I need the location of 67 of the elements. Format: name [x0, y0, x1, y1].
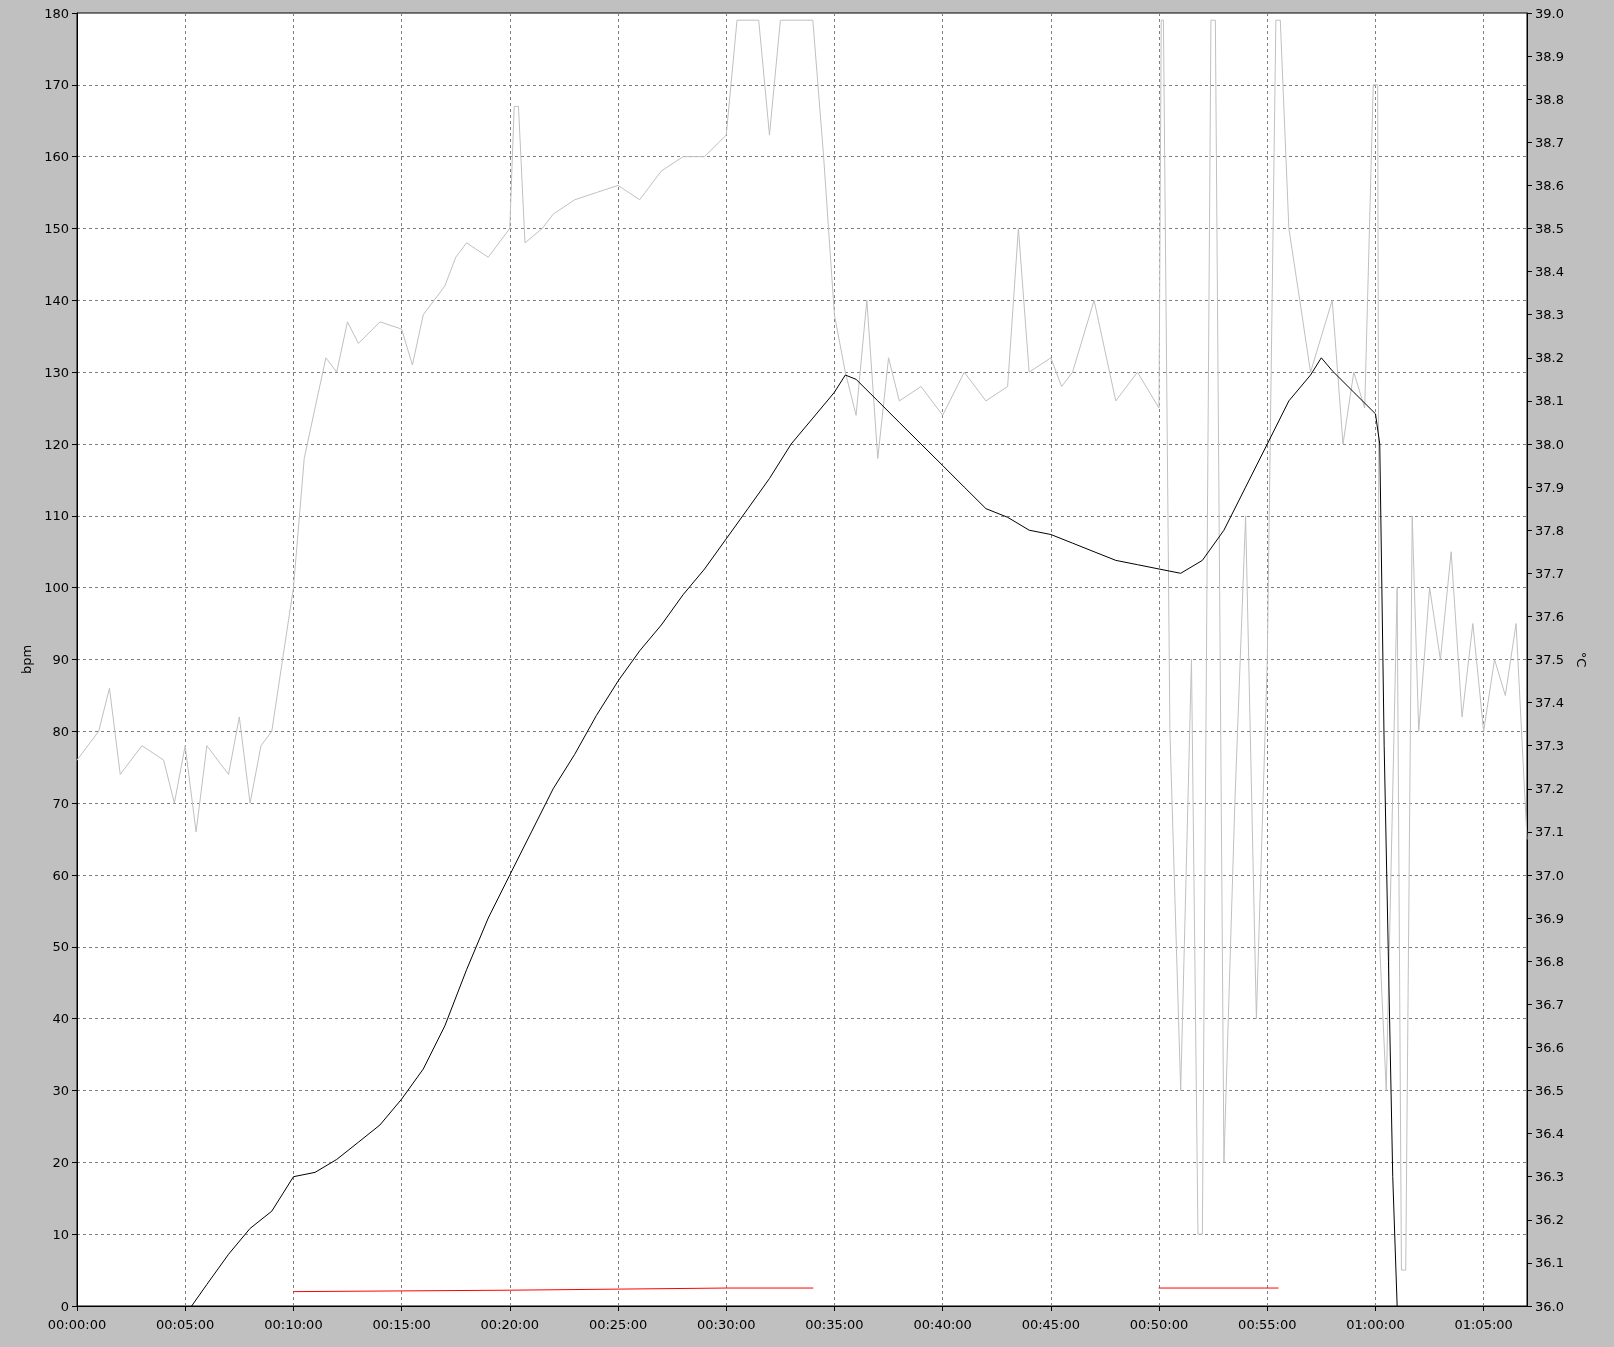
- y-tick-label: 140: [44, 292, 69, 308]
- y2-tick-label: 38.3: [1535, 307, 1564, 323]
- y2-tick-label: 37.8: [1535, 522, 1564, 538]
- y2-tick-label: 37.3: [1535, 738, 1564, 754]
- x-tick-label: 00:35:00: [805, 1317, 864, 1332]
- y-tick-label: 30: [52, 1083, 69, 1098]
- y2-tick-label: 38.6: [1535, 177, 1564, 193]
- line-series: [76, 19, 1528, 1271]
- y-tick-label: 170: [44, 77, 69, 93]
- y2-tick-label: 36.3: [1535, 1169, 1564, 1185]
- y-tick-label: 90: [52, 652, 69, 667]
- y2-tick-label: 37.6: [1535, 608, 1564, 624]
- y2-tick-label: 36.7: [1535, 996, 1564, 1012]
- y2-tick-label: 36.1: [1535, 1255, 1564, 1271]
- x-tick-label: 00:30:00: [697, 1317, 756, 1332]
- x-tick-label: 00:50:00: [1129, 1317, 1189, 1332]
- x-tick-label: 00:20:00: [480, 1317, 539, 1332]
- y-tick-label: 10: [52, 1226, 69, 1242]
- y2-tick-label: 36.4: [1535, 1126, 1564, 1142]
- x-tick-label: 00:00:00: [47, 1317, 107, 1332]
- y2-tick-label: 37.0: [1535, 867, 1564, 883]
- y2-tick-label: 38.0: [1535, 436, 1564, 452]
- y2-tick-label: 37.5: [1535, 652, 1564, 667]
- x-tick-label: 01:05:00: [1454, 1317, 1513, 1332]
- y-tick-label: 180: [44, 5, 69, 21]
- y-tick-label: 80: [52, 723, 69, 739]
- y-tick-label: 150: [44, 221, 69, 236]
- x-tick-label: 00:10:00: [264, 1317, 323, 1332]
- y2-tick-label: 36.9: [1535, 910, 1564, 926]
- y2-tick-label: 38.5: [1535, 221, 1564, 236]
- y-tick-label: 70: [52, 795, 69, 811]
- y2-tick-label: 38.4: [1535, 264, 1564, 280]
- y-tick-label: 20: [52, 1154, 69, 1170]
- y-tick-label: 0: [60, 1298, 69, 1314]
- y2-tick-label: 36.5: [1535, 1083, 1564, 1098]
- y2-tick-label: 36.8: [1535, 953, 1564, 969]
- y2-tick-label: 38.9: [1535, 48, 1564, 64]
- y2-tick-label: 36.6: [1535, 1039, 1564, 1055]
- y2-tick-label: 37.7: [1535, 565, 1564, 581]
- y2-axis-title: °C: [1573, 651, 1589, 668]
- x-tick-label: 00:25:00: [588, 1317, 648, 1332]
- x-tick-label: 00:40:00: [913, 1317, 972, 1332]
- y2-tick-label: 37.1: [1535, 824, 1564, 840]
- y2-tick-label: 39.0: [1535, 5, 1564, 21]
- y-tick-label: 160: [44, 149, 69, 165]
- x-tick-label: 00:55:00: [1238, 1317, 1297, 1332]
- y2-tick-label: 36.2: [1535, 1212, 1564, 1228]
- y2-tick-label: 37.4: [1535, 695, 1564, 711]
- y-tick-label: 60: [52, 867, 69, 883]
- y-tick-label: 110: [44, 508, 69, 524]
- x-tick-label: 00:45:00: [1021, 1317, 1081, 1332]
- y2-tick-label: 38.8: [1535, 91, 1564, 107]
- x-tick-label: 01:00:00: [1346, 1317, 1405, 1332]
- x-tick-label: 00:15:00: [372, 1317, 431, 1332]
- y2-tick-label: 37.2: [1535, 781, 1564, 797]
- y-tick-label: 100: [44, 580, 69, 596]
- y-tick-label: 130: [44, 364, 69, 380]
- y-tick-label: 120: [44, 436, 69, 452]
- y-tick-label: 50: [52, 939, 69, 955]
- y-axis-title: bpm: [19, 644, 35, 675]
- y2-tick-label: 38.2: [1535, 350, 1564, 366]
- y-tick-label: 40: [52, 1011, 69, 1027]
- y2-tick-label: 36.0: [1535, 1298, 1564, 1314]
- y2-tick-label: 37.9: [1535, 479, 1564, 495]
- y2-tick-label: 38.1: [1535, 393, 1564, 409]
- y2-tick-label: 38.7: [1535, 134, 1564, 150]
- x-tick-label: 00:05:00: [155, 1317, 215, 1332]
